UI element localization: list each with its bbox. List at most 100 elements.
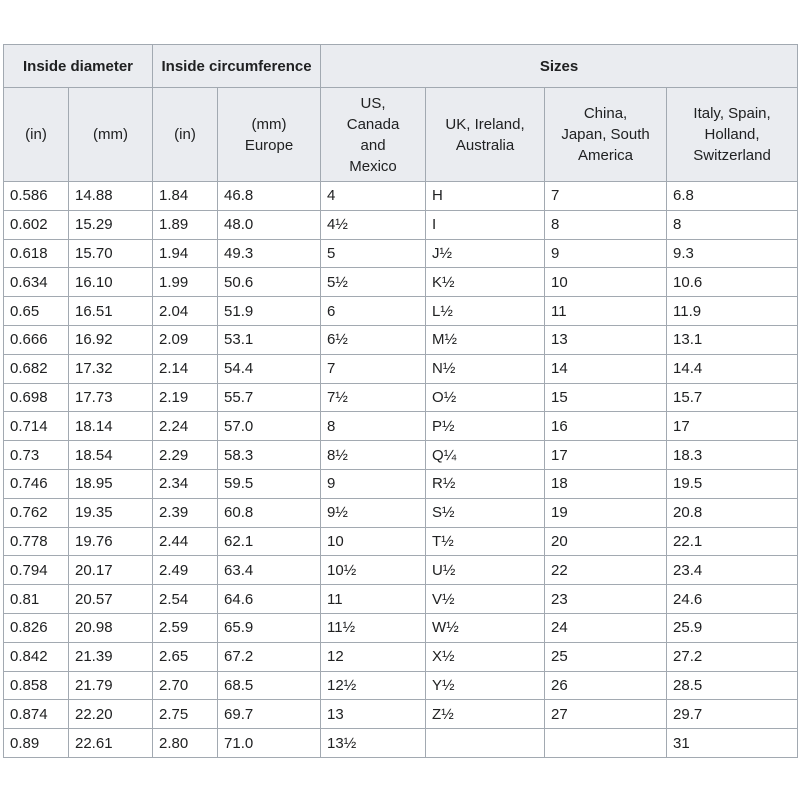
table-cell: 1.99 [152, 267, 219, 298]
table-row: 0.778 19.76 2.44 62.1 10 T½ 20 22.1 [3, 526, 799, 557]
table-cell: 8 [666, 209, 799, 240]
table-cell: 2.29 [152, 440, 219, 470]
table-cell: 16.92 [67, 324, 154, 355]
table-cell: 7 [544, 181, 668, 211]
table-cell: 16.51 [67, 296, 154, 326]
table-cell: 24 [544, 612, 668, 643]
table-cell: 18 [544, 468, 668, 499]
table-row: 0.65 16.51 2.04 51.9 6 L½ 11 11.9 [3, 296, 799, 326]
table-cell: 0.89 [3, 728, 69, 758]
table-cell: 18.14 [67, 411, 154, 442]
table-row: 0.634 16.10 1.99 50.6 5½ K½ 10 10.6 [3, 267, 799, 298]
table-cell: 10½ [320, 555, 427, 586]
table-cell: 19.76 [67, 526, 154, 557]
table-cell: 0.826 [3, 612, 69, 643]
table-row: 0.698 17.73 2.19 55.7 7½ O½ 15 15.7 [3, 382, 799, 413]
table-cell: 2.70 [152, 670, 219, 701]
table-row: 0.826 20.98 2.59 65.9 11½ W½ 24 25.9 [3, 612, 799, 643]
table-cell: 0.602 [3, 209, 69, 240]
table-cell: 16.10 [67, 267, 154, 298]
table-cell: 18.95 [67, 468, 154, 499]
table-cell: 7 [320, 353, 427, 384]
table-cell: 0.778 [3, 526, 69, 557]
column-header: China, Japan, South America [544, 87, 668, 182]
table-cell: 49.3 [217, 238, 322, 269]
table-cell: 2.65 [152, 641, 219, 672]
column-header: (mm) [67, 87, 154, 182]
table-cell: M½ [425, 324, 546, 355]
table-cell: 65.9 [217, 612, 322, 643]
table-cell: K½ [425, 267, 546, 298]
table-cell: 13½ [320, 728, 427, 758]
table-cell: 21.79 [67, 670, 154, 701]
table-cell: 0.666 [3, 324, 69, 355]
table-cell: J½ [425, 238, 546, 269]
table-row: 0.714 18.14 2.24 57.0 8 P½ 16 17 [3, 411, 799, 442]
table-cell: 22.20 [67, 699, 154, 730]
table-cell: 6½ [320, 324, 427, 355]
table-cell: 22.61 [67, 728, 154, 758]
table-cell: 0.794 [3, 555, 69, 586]
table-cell: 54.4 [217, 353, 322, 384]
group-header-row: Inside diameter Inside circumference Siz… [2, 44, 799, 88]
table-cell: 24.6 [666, 584, 799, 614]
table-cell: 0.81 [3, 584, 69, 614]
table-cell: 68.5 [217, 670, 322, 701]
table-cell: 19 [544, 497, 668, 528]
table-cell: 20.98 [67, 612, 154, 643]
table-row: 0.81 20.57 2.54 64.6 11 V½ 23 24.6 [3, 584, 799, 614]
table-cell: 50.6 [217, 267, 322, 298]
table-cell: 46.8 [217, 181, 322, 211]
table-cell: 26 [544, 670, 668, 701]
table-cell: 15 [544, 382, 668, 413]
table-cell: 2.75 [152, 699, 219, 730]
table-cell: 1.84 [152, 181, 219, 211]
table-cell: 27.2 [666, 641, 799, 672]
table-cell: Z½ [425, 699, 546, 730]
table-cell: 59.5 [217, 468, 322, 499]
table-cell: V½ [425, 584, 546, 614]
ring-size-table: Inside diameter Inside circumference Siz… [2, 44, 799, 758]
table-cell: 5½ [320, 267, 427, 298]
table-cell: 15.29 [67, 209, 154, 240]
table-cell: 22.1 [666, 526, 799, 557]
table-cell: 2.54 [152, 584, 219, 614]
table-cell: N½ [425, 353, 546, 384]
table-cell: 23 [544, 584, 668, 614]
table-cell: 6.8 [666, 181, 799, 211]
table-row: 0.746 18.95 2.34 59.5 9 R½ 18 19.5 [3, 468, 799, 499]
table-cell: 67.2 [217, 641, 322, 672]
table-cell: 2.44 [152, 526, 219, 557]
table-cell: H [425, 181, 546, 211]
table-cell: 14.4 [666, 353, 799, 384]
table-cell: 22 [544, 555, 668, 586]
table-cell: 10 [320, 526, 427, 557]
table-row: 0.874 22.20 2.75 69.7 13 Z½ 27 29.7 [3, 699, 799, 730]
table-cell: 69.7 [217, 699, 322, 730]
table-cell: 6 [320, 296, 427, 326]
column-header: (mm) Europe [217, 87, 322, 182]
table-cell: 17 [544, 440, 668, 470]
table-cell: 14 [544, 353, 668, 384]
table-cell: 8 [544, 209, 668, 240]
table-cell: 11½ [320, 612, 427, 643]
table-cell: 0.634 [3, 267, 69, 298]
table-cell: 9½ [320, 497, 427, 528]
table-cell: 2.09 [152, 324, 219, 355]
table-cell: 31 [666, 728, 799, 758]
group-header: Inside circumference [152, 44, 322, 88]
table-cell: 0.858 [3, 670, 69, 701]
table-cell: 2.34 [152, 468, 219, 499]
column-header: (in) [3, 87, 69, 182]
table-row: 0.666 16.92 2.09 53.1 6½ M½ 13 13.1 [3, 324, 799, 355]
column-header: (in) [152, 87, 219, 182]
table-cell [425, 728, 546, 758]
table-cell: 18.54 [67, 440, 154, 470]
table-cell: I [425, 209, 546, 240]
table-cell: 1.94 [152, 238, 219, 269]
table-cell: 53.1 [217, 324, 322, 355]
table-cell: Q¼ [425, 440, 546, 470]
table-cell: W½ [425, 612, 546, 643]
table-cell: 0.682 [3, 353, 69, 384]
